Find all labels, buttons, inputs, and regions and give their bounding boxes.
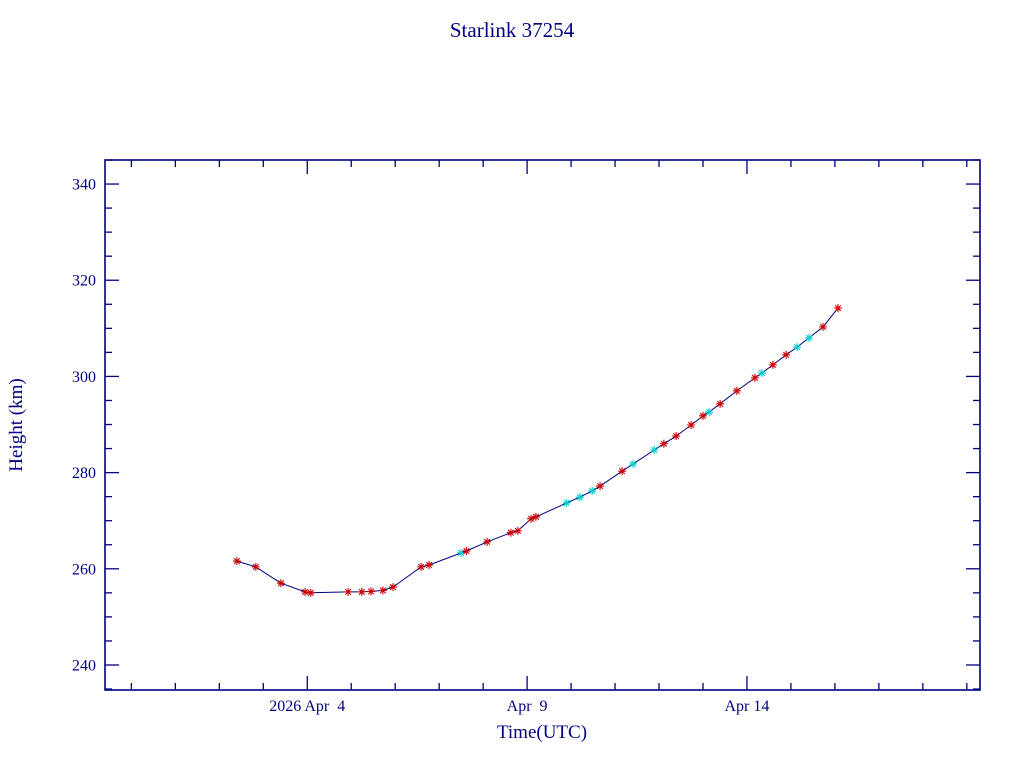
data-marker-red [750,373,759,382]
data-marker-red [659,439,668,448]
data-marker-cyan [629,459,638,468]
data-marker-cyan [457,548,466,557]
data-marker-red [732,386,741,395]
data-marker-red [232,557,241,566]
data-marker-red [687,421,696,429]
data-marker-red [531,512,540,521]
y-axis-label: Height (km) [6,378,27,471]
data-marker-cyan [562,498,571,507]
data-marker-red [251,562,260,571]
data-marker-red [716,399,725,408]
y-tick-label: 300 [72,369,96,386]
plot-box [104,159,981,691]
y-tick-label: 280 [72,465,96,482]
data-marker-red [698,411,707,420]
data-marker-red [506,528,515,537]
data-marker-red [301,587,310,596]
axis-ticks [105,159,980,690]
data-marker-red [344,587,353,596]
data-marker-red [672,432,681,441]
data-marker-red [833,304,842,313]
data-marker-red [819,322,828,331]
data-marker-cyan [588,486,597,495]
data-marker-red [596,482,605,491]
x-tick-label: Apr 14 [725,698,770,715]
plot-area: 2026 Apr 4 Apr 9 Apr 14 240 260 280 300 320 340 [72,159,981,715]
y-tick-label: 240 [72,657,96,674]
data-marker-red [306,588,315,597]
data-marker-red [462,547,471,556]
data-marker-cyan [575,493,584,502]
y-tick-label: 320 [72,273,96,290]
tick-labels: 2026 Apr 4 Apr 9 Apr 14 240 260 280 300 320 340 [72,177,769,715]
data-marker-red [389,583,398,592]
data-marker-red [425,560,434,569]
x-tick-label: 2026 Apr 4 [269,698,345,715]
data-marker-red [618,467,627,476]
x-tick-label: Apr 9 [507,698,548,715]
data-marker-red [276,579,285,588]
data-marker-cyan [757,369,766,378]
data-marker-red [483,537,492,546]
data-marker-red [527,514,536,523]
data-marker-red [768,360,777,369]
data-line [236,307,839,594]
data-marker-red [367,587,376,596]
data-marker-red [357,587,366,596]
x-axis-label: Time(UTC) [497,722,587,743]
y-tick-label: 340 [72,177,96,194]
data-marker-cyan [650,446,659,455]
y-tick-label: 260 [72,561,96,578]
chart-title: Starlink 37254 [450,18,575,42]
data-marker-red [378,586,387,595]
data-marker-red [417,562,426,571]
data-marker-red [513,526,522,535]
data-marker-red [782,350,791,359]
data-markers [232,304,842,597]
data-marker-cyan [705,408,714,417]
data-marker-cyan [804,333,813,342]
data-marker-cyan [793,343,802,352]
